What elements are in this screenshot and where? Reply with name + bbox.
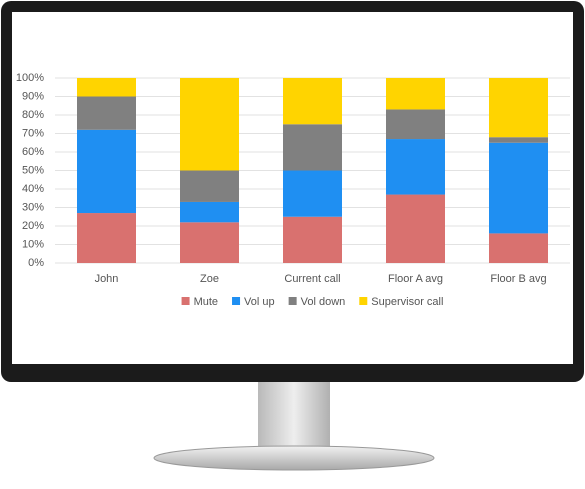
y-tick-label: 100% bbox=[16, 72, 44, 84]
bar-segment bbox=[283, 124, 342, 171]
bar-segment bbox=[489, 142, 548, 234]
bar-segment bbox=[489, 137, 548, 143]
bar-segment bbox=[180, 222, 239, 263]
bar-segment bbox=[283, 170, 342, 217]
bar-segment bbox=[77, 129, 136, 214]
stand-neck bbox=[258, 380, 330, 452]
x-tick-label: Floor B avg bbox=[490, 273, 546, 285]
legend-swatch bbox=[359, 297, 368, 305]
legend-swatch bbox=[181, 297, 190, 305]
legend-label: Vol up bbox=[244, 296, 275, 308]
bar-segment bbox=[180, 78, 239, 171]
bar-segment bbox=[283, 216, 342, 263]
bar-segment bbox=[283, 78, 342, 125]
bar-segment bbox=[386, 139, 445, 195]
bar-segment bbox=[386, 194, 445, 263]
y-tick-label: 80% bbox=[22, 109, 44, 121]
bar-segment bbox=[180, 170, 239, 202]
legend-swatch bbox=[288, 297, 297, 305]
stand-base bbox=[153, 445, 435, 471]
bar-segment bbox=[386, 109, 445, 140]
bar-segment bbox=[489, 78, 548, 138]
legend-label: Vol down bbox=[301, 296, 346, 308]
x-tick-label: John bbox=[95, 273, 119, 285]
bar-segment bbox=[386, 78, 445, 110]
y-tick-label: 0% bbox=[28, 257, 44, 269]
plot: 0% 10% 20% 30% 40% 50% 60% 70% 80% 90% 100% John Zoe… bbox=[16, 72, 570, 308]
bar-segment bbox=[77, 96, 136, 130]
bar-segment bbox=[489, 233, 548, 263]
y-tick-label: 20% bbox=[22, 220, 44, 232]
y-tick-label: 60% bbox=[22, 146, 44, 158]
x-tick-label: Zoe bbox=[200, 273, 219, 285]
x-tick-label: Floor A avg bbox=[388, 273, 443, 285]
legend-label: Mute bbox=[194, 296, 218, 308]
y-tick-label: 70% bbox=[22, 127, 44, 139]
y-tick-label: 10% bbox=[22, 238, 44, 250]
y-tick-label: 40% bbox=[22, 183, 44, 195]
legend-swatch bbox=[232, 297, 241, 305]
bar-segment bbox=[180, 201, 239, 223]
legend-label: Supervisor call bbox=[371, 296, 443, 308]
bar-segment bbox=[77, 213, 136, 263]
y-tick-label: 50% bbox=[22, 164, 44, 176]
y-tick-label: 90% bbox=[22, 90, 44, 102]
bar-segment bbox=[77, 78, 136, 97]
y-tick-label: 30% bbox=[22, 201, 44, 213]
x-tick-label: Current call bbox=[284, 273, 340, 285]
